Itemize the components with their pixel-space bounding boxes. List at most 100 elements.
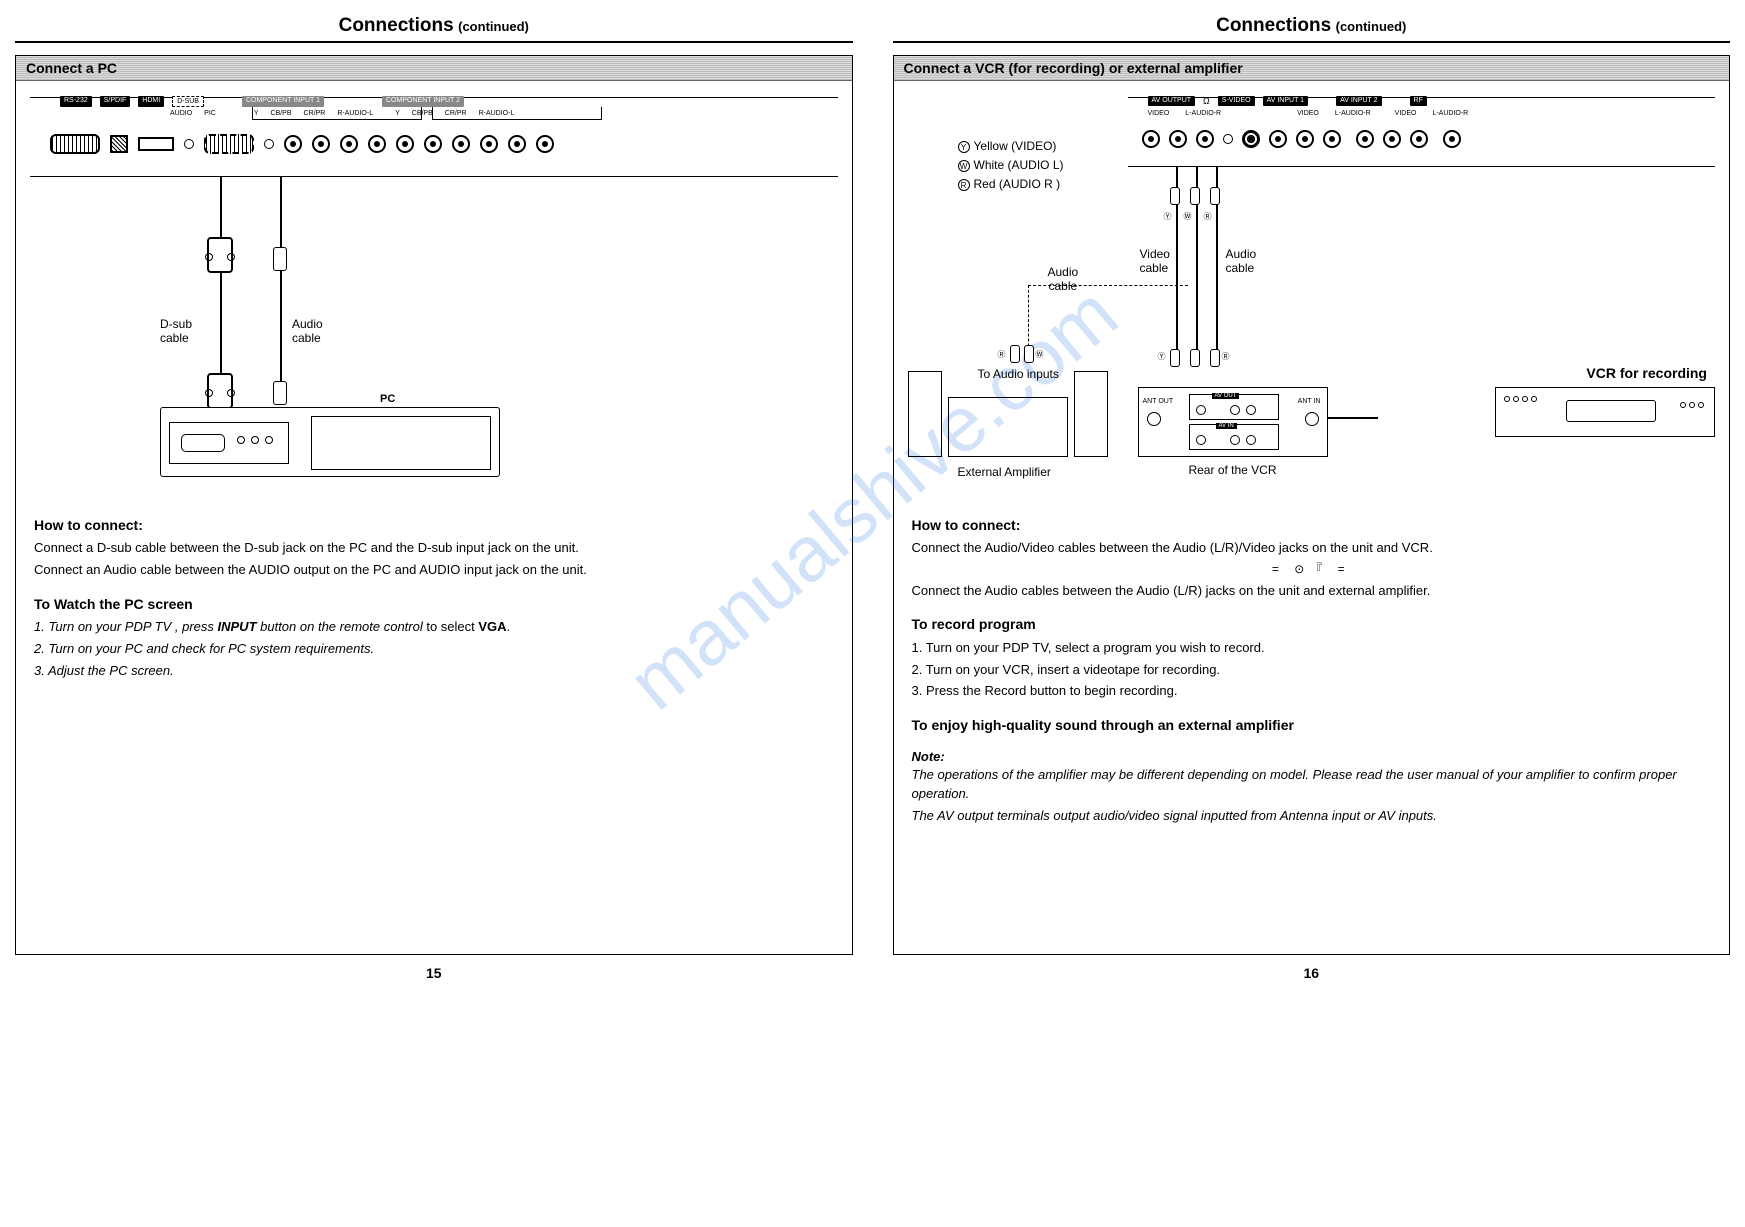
jack-icon: [1246, 435, 1256, 445]
w2: 2. Turn on your PC and check for PC syst…: [34, 640, 834, 659]
plug-y2: [1170, 349, 1180, 367]
vcr-avin-group: AV IN: [1189, 424, 1279, 450]
plug-r: [1210, 187, 1220, 205]
jack-icon: [1230, 435, 1240, 445]
p2: Connect an Audio cable between the AUDIO…: [34, 561, 834, 580]
jack-icon: [536, 135, 554, 153]
pc-rear-panel: [311, 416, 491, 470]
port-row: [50, 134, 818, 154]
title-sub-r: (continued): [1336, 19, 1407, 34]
jack-icon: [284, 135, 302, 153]
vga-plug-top: [207, 237, 233, 273]
plug-y: [1170, 187, 1180, 205]
page-title-right: Connections (continued): [893, 15, 1731, 37]
or-line: = ⊙『 =: [912, 561, 1712, 578]
jack-icon: [480, 135, 498, 153]
title-sub: (continued): [458, 19, 529, 34]
watch-head: To Watch the PC screen: [34, 594, 834, 614]
v-cable-2b: [1196, 227, 1198, 367]
vcr-front-illustration: [1495, 387, 1715, 437]
amp-marker-w: Ⓦ: [1036, 349, 1044, 360]
jack-icon: [1410, 130, 1428, 148]
page-left: Connections (continued) Connect a PC RS-…: [15, 15, 853, 981]
audio-cable2-label: Audio cable: [1048, 265, 1079, 293]
body-text-right: How to connect: Connect the Audio/Video …: [894, 487, 1730, 843]
pc-illustration: [160, 407, 500, 477]
audio-plug-top: [273, 247, 287, 271]
lbl-rf: RF: [1410, 96, 1427, 106]
vcr-avin-label: AV IN: [1216, 423, 1237, 429]
lbl-hdmi: HDMI: [138, 96, 164, 107]
enjoy-head: To enjoy high-quality sound through an e…: [912, 715, 1712, 735]
title-main: Connections: [339, 15, 454, 36]
jack-icon: [1196, 130, 1214, 148]
port-row-r: [1142, 130, 1696, 148]
section-banner: Connect a PC: [16, 56, 852, 81]
w3: 3. Adjust the PC screen.: [34, 662, 834, 681]
video-cable-label: Video cable: [1140, 247, 1170, 275]
sub-labels-r: VIDEO L-AUDIO-R VIDEO L-AUDIO-R VIDEO L-…: [1128, 110, 1716, 117]
diagram-vcr: YYellow (VIDEO) WWhite (AUDIO L) RRed (A…: [898, 87, 1726, 477]
rf-jack-icon: [1443, 130, 1461, 148]
vcr-recording-title: VCR for recording: [1586, 365, 1707, 381]
pc-audio-jacks: [237, 436, 273, 444]
jack-icon: [1142, 130, 1160, 148]
jack-icon: [508, 135, 526, 153]
title-rule: [15, 41, 853, 43]
legend-white: WWhite (AUDIO L): [958, 156, 1064, 175]
sl-pic: PIC: [204, 110, 216, 117]
lbl-spdif: S/PDIF: [100, 96, 131, 107]
jack-icon: [368, 135, 386, 153]
vcr-rear-illustration: ANT OUT ANT IN AV OUT AV IN: [1138, 387, 1328, 457]
jack-icon: [1196, 435, 1206, 445]
speaker-right-icon: [1074, 371, 1108, 457]
amp-plug-w: [1024, 345, 1034, 363]
plug-r2: [1210, 349, 1220, 367]
sl: VIDEO: [1395, 110, 1417, 117]
jack-icon: [312, 135, 330, 153]
audio-cable-label: Audio cable: [292, 317, 323, 345]
page-number-left: 15: [15, 965, 853, 981]
pc-label: PC: [380, 393, 395, 405]
audio-jack-icon: [184, 139, 194, 149]
sl: L-AUDIO-R: [1185, 110, 1221, 117]
h2: Connect the Audio cables between the Aud…: [912, 582, 1712, 601]
content-box-left: Connect a PC RS-232 S/PDIF HDMI D-SUB CO…: [15, 55, 853, 955]
sl: VIDEO: [1297, 110, 1319, 117]
sl: VIDEO: [1148, 110, 1170, 117]
sl-audio: AUDIO: [170, 110, 192, 117]
audio-cable-line2: [280, 271, 282, 381]
legend-yellow: YYellow (VIDEO): [958, 137, 1064, 156]
group-comp1: [252, 107, 422, 120]
jack-icon: [1383, 130, 1401, 148]
vcr-rear-caption: Rear of the VCR: [1138, 463, 1328, 477]
lbl-comp2: COMPONENT INPUT 2: [382, 96, 464, 107]
dsub-cable-label: D-sub cable: [160, 317, 192, 345]
vcr-avout-group: AV OUT: [1189, 394, 1279, 420]
page-title-left: Connections (continued): [15, 15, 853, 37]
r3: 3. Press the Record button to begin reco…: [912, 682, 1712, 701]
ant-out-label: ANT OUT: [1143, 398, 1174, 405]
page-number-right: 16: [893, 965, 1731, 981]
speaker-left-icon: [908, 371, 942, 457]
jack-icon: [396, 135, 414, 153]
body-text-left: How to connect: Connect a D-sub cable be…: [16, 487, 852, 698]
sl: L-AUDIO-R: [1432, 110, 1468, 117]
plug-w2: [1190, 349, 1200, 367]
record-head: To record program: [912, 614, 1712, 634]
page-right: Connections (continued) Connect a VCR (f…: [893, 15, 1731, 981]
lbl-svideo: S-VIDEO: [1218, 96, 1255, 106]
how-to-connect-head-r: How to connect:: [912, 515, 1712, 535]
amp-unit-icon: [948, 397, 1068, 457]
section-banner-r: Connect a VCR (for recording) or externa…: [894, 56, 1730, 81]
dsub-cable-line: [220, 177, 222, 237]
vcr-buttons: [1680, 402, 1704, 408]
title-rule-r: [893, 41, 1731, 43]
h1: Connect the Audio/Video cables between t…: [912, 539, 1712, 558]
audio-plug-bottom: [273, 381, 287, 405]
port-labels-r: AV OUTPUT Ω S-VIDEO AV INPUT 1 AV INPUT …: [1128, 96, 1716, 106]
r1: 1. Turn on your PDP TV, select a program…: [912, 639, 1712, 658]
lbl-avin2: AV INPUT 2: [1336, 96, 1381, 106]
marker-r2: Ⓡ: [1222, 351, 1230, 362]
content-box-right: Connect a VCR (for recording) or externa…: [893, 55, 1731, 955]
